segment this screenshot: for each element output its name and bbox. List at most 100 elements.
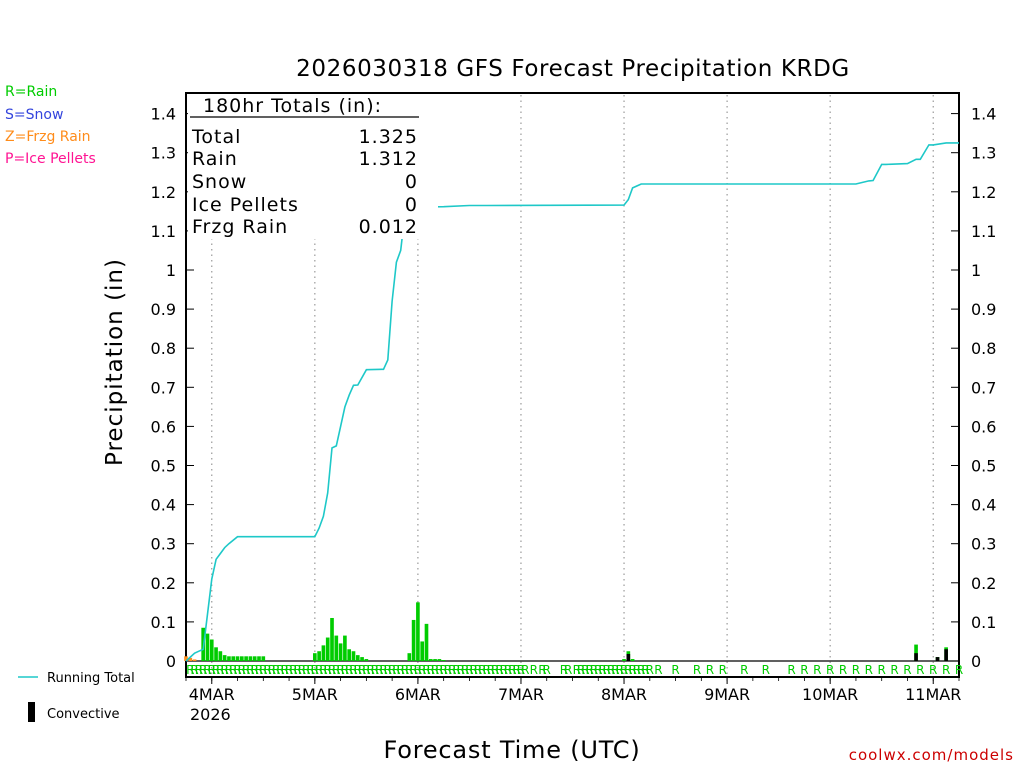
y-axis-ticks: 0 00.1 0.10.2 0.20.3 0.30.4 0.40.5 0.50.6 0.60.… (151, 105, 997, 671)
precip-type-letter: R (590, 663, 598, 677)
precip-type-letter: R (693, 663, 701, 677)
precip-type-letter: R (573, 663, 581, 677)
precip-type-letter: R (285, 663, 293, 677)
totals-label-rain: Rain (192, 148, 238, 170)
precip-type-letter: R (431, 663, 439, 677)
precip-type-letter: R (890, 663, 898, 677)
precip-type-letter: R (388, 663, 396, 677)
precip-type-letter: R (654, 663, 662, 677)
precip-bar (914, 644, 918, 661)
precip-type-letter: R (530, 663, 538, 677)
precip-type-letter: R (444, 663, 452, 677)
precip-type-strip: RRRRRRRRRRRRRRRRRRRRRRRRRRRRRRRRRRRRRRRR… (186, 663, 963, 677)
totals-value-frzg-rain: 0.012 (359, 216, 418, 238)
totals-box-background (188, 95, 438, 239)
precip-type-letter: R (839, 663, 847, 677)
precip-bar (218, 651, 223, 661)
precip-bar (248, 656, 253, 661)
precip-type-letter: R (577, 663, 585, 677)
precip-type-letter: R (942, 663, 950, 677)
precip-type-letter: R (336, 663, 344, 677)
precip-type-letter: R (405, 663, 413, 677)
precip-type-letter: R (482, 663, 490, 677)
x-tick-label: 4MAR (189, 685, 235, 704)
totals-label-ice-pellets: Ice Pellets (192, 194, 299, 216)
precip-type-letter: R (616, 663, 624, 677)
convective-bar (626, 653, 631, 661)
precip-type-letter: R (762, 663, 770, 677)
precip-type-letter: R (955, 663, 963, 677)
precip-bar (222, 655, 227, 661)
precip-bar (240, 656, 244, 661)
precip-bar (622, 659, 626, 661)
precip-bar (214, 647, 218, 661)
precip-bar (257, 656, 261, 661)
year-label: 2026 (190, 705, 231, 724)
precip-bar (244, 656, 248, 661)
x-axis-label: Forecast Time (UTC) (383, 736, 640, 764)
precip-bar (330, 617, 334, 661)
x-tick-label: 9MAR (704, 685, 750, 704)
precip-type-letter: R (474, 663, 482, 677)
totals-row: Ice Pellets 0 (192, 194, 418, 216)
precip-type-letter: R (293, 663, 301, 677)
precip-type-letter: R (852, 663, 860, 677)
precip-bar (338, 643, 343, 661)
precip-type-letter: R (199, 663, 207, 677)
precip-type-letter: R (354, 663, 362, 677)
precip-type-letter: R (246, 663, 254, 677)
precip-type-letter: R (517, 663, 525, 677)
y-tick-label: 0.9 (971, 300, 996, 319)
precip-type-letter: R (332, 663, 340, 677)
x-tick-label: 6MAR (395, 685, 441, 704)
y-tick-label: 1 (166, 261, 176, 280)
precip-type-letter: R (208, 663, 216, 677)
x-axis-ticks: 4MAR 5MAR 6MAR 7MAR 8MAR 9MAR 10MAR 11MAR (185, 677, 961, 704)
precip-type-letter: R (719, 663, 727, 677)
y-tick-label: 1.1 (151, 222, 176, 241)
precip-type-letter: R (439, 663, 447, 677)
precip-type-letter: R (341, 663, 349, 677)
precip-type-letter: R (242, 663, 250, 677)
precip-type-letter: R (500, 663, 508, 677)
precip-bar (317, 651, 321, 661)
site-credit: coolwx.com/models (849, 746, 1014, 764)
y-tick-label: 0.7 (151, 378, 176, 397)
y-tick-label: 0.4 (971, 496, 996, 515)
precip-type-letter: R (641, 663, 649, 677)
totals-row: Rain 1.312 (192, 148, 417, 170)
totals-value-ice-pellets: 0 (405, 194, 418, 216)
precip-bar (360, 657, 364, 661)
y-tick-label: 1 (971, 261, 981, 280)
precip-type-letter: R (259, 663, 267, 677)
totals-value-snow: 0 (405, 171, 418, 193)
precip-bar (343, 635, 347, 661)
legend-snow: S=Snow (5, 107, 63, 123)
precip-type-letter: R (435, 663, 443, 677)
chart-title: 2026030318 GFS Forecast Precipitation KR… (296, 56, 850, 82)
totals-row: Total 1.325 (191, 126, 418, 148)
legend-frzg-rain: Z=Frzg Rain (5, 129, 91, 145)
x-tick-label: 11MAR (905, 685, 961, 704)
y-tick-label: 1.3 (151, 144, 176, 163)
precip-type-letter: R (916, 663, 924, 677)
precip-bar (420, 641, 425, 661)
precip-type-letter: R (298, 663, 306, 677)
running-total-line (185, 142, 959, 662)
totals-value-total: 1.325 (359, 126, 418, 148)
precip-type-letter: R (212, 663, 220, 677)
totals-label-snow: Snow (192, 171, 247, 193)
precip-type-letter: R (586, 663, 594, 677)
totals-heading: 180hr Totals (in): (203, 95, 382, 117)
y-tick-label: 0.8 (971, 339, 996, 358)
legend-ice-pellets: P=Ice Pellets (5, 151, 96, 167)
precip-type-letter: R (220, 663, 228, 677)
precip-type-letter: R (251, 663, 259, 677)
y-tick-label: 0 (166, 652, 176, 671)
precip-type-letter: R (564, 663, 572, 677)
convective-bar (935, 657, 940, 661)
precip-type-letter: R (465, 663, 473, 677)
precip-type-letter: R (324, 663, 332, 677)
precip-type-letter: R (628, 663, 636, 677)
precip-bar (433, 659, 437, 661)
